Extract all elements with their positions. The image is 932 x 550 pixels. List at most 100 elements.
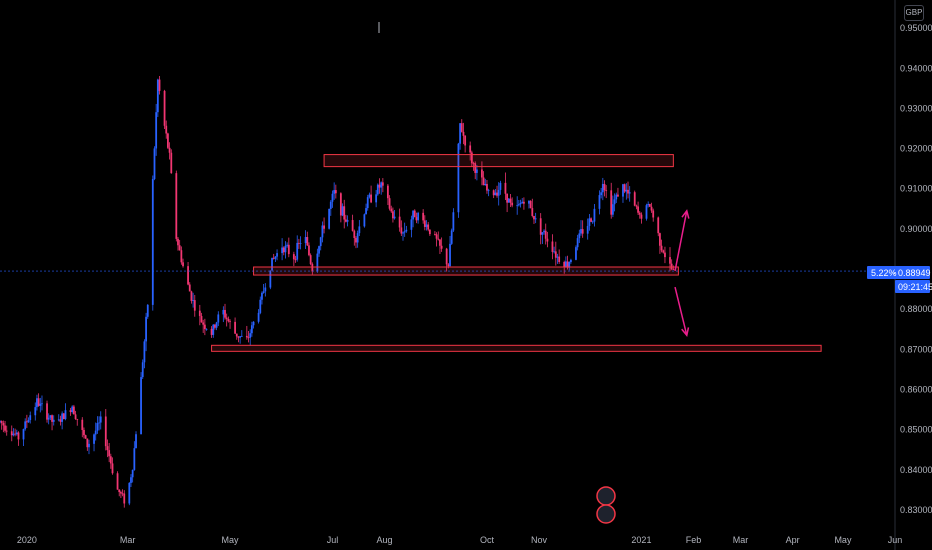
- candle-body: [519, 203, 522, 205]
- candle-body: [39, 403, 42, 406]
- candle-body: [392, 211, 394, 219]
- candle-body: [370, 194, 372, 203]
- candle-body: [323, 225, 325, 229]
- x-tick-label: 2020: [17, 535, 37, 545]
- zone-rectangle[interactable]: [323, 154, 674, 168]
- candle-body: [94, 430, 97, 435]
- candle-body: [235, 333, 238, 337]
- arrow-shaft[interactable]: [674, 210, 688, 272]
- candle-body: [135, 434, 137, 449]
- candle-body: [462, 131, 465, 136]
- candle-body: [178, 245, 181, 251]
- candle-body: [98, 422, 100, 424]
- candle-body: [576, 238, 579, 248]
- candle-body: [496, 192, 498, 196]
- candle-body: [365, 208, 367, 215]
- candle-body: [177, 238, 179, 246]
- event-icon-bottom[interactable]: [596, 504, 616, 524]
- candle-body: [551, 241, 554, 252]
- candle-body: [470, 152, 473, 164]
- candle-body: [544, 230, 547, 239]
- candle-body: [140, 377, 142, 435]
- candle-body: [412, 210, 414, 220]
- candle-body: [603, 183, 606, 191]
- candle-body: [29, 415, 32, 420]
- candle-body: [531, 208, 534, 216]
- candle-body: [104, 416, 107, 447]
- x-tick-label: Apr: [786, 535, 800, 545]
- x-tick-label: May: [222, 535, 240, 545]
- event-icons[interactable]: [596, 486, 616, 524]
- candle-body: [83, 429, 85, 436]
- candle-body: [558, 256, 561, 262]
- arrow-shaft[interactable]: [674, 286, 688, 336]
- candle-body: [261, 292, 263, 300]
- candle-body: [334, 190, 337, 194]
- candle-body: [413, 210, 416, 218]
- candle-body: [469, 145, 472, 153]
- candle-body: [106, 446, 109, 451]
- candle-body: [486, 183, 488, 191]
- candle-body: [86, 438, 89, 448]
- candle-body: [345, 219, 347, 222]
- candle-body: [198, 310, 201, 317]
- candle-body: [591, 221, 594, 223]
- candle-body: [203, 324, 206, 330]
- candle-body: [400, 227, 403, 234]
- candle-body: [341, 206, 344, 216]
- candle-body: [72, 406, 75, 415]
- candle-body: [274, 256, 277, 259]
- price-badge-separator: ·: [893, 268, 896, 278]
- candle-body: [487, 190, 490, 192]
- candle-body: [96, 423, 99, 431]
- candle-body: [311, 264, 314, 272]
- candle-body: [51, 415, 53, 422]
- candle-body: [71, 406, 74, 413]
- candle-body: [262, 291, 265, 293]
- candle-body: [556, 256, 559, 258]
- candle-body: [346, 220, 349, 222]
- candle-body: [504, 182, 507, 194]
- price-axis[interactable]: 0.95000 0.94000 0.93000 0.92000 0.91000 0.900…: [900, 23, 932, 515]
- countdown-badge-box: [895, 280, 930, 293]
- candle-body: [146, 304, 149, 317]
- candle-body: [109, 456, 112, 464]
- candle-body: [69, 410, 72, 413]
- candle-body: [499, 182, 502, 190]
- candle-body: [111, 463, 114, 474]
- candle-body: [222, 309, 225, 315]
- candle-body: [388, 198, 391, 209]
- candle-body: [563, 261, 566, 268]
- time-axis[interactable]: 2020 Mar May Jul Aug Oct Nov 2021 Feb Mar Apr May Ju…: [17, 535, 902, 545]
- candle-body: [402, 232, 404, 234]
- zone-rectangle[interactable]: [211, 344, 822, 352]
- candle-body: [329, 201, 332, 209]
- candle-body: [328, 208, 331, 229]
- candle-body: [84, 435, 87, 439]
- y-tick-label: 0.93000: [900, 103, 932, 113]
- price-badge: 5.22% · 0.88949 09:21:45: [867, 266, 932, 293]
- candle-body: [650, 206, 653, 211]
- candle-body: [133, 448, 136, 470]
- candle-body: [497, 189, 500, 196]
- candle-body: [375, 194, 378, 203]
- candle-body: [672, 269, 675, 270]
- x-tick-label: May: [834, 535, 852, 545]
- candle-body: [554, 251, 557, 258]
- candle-body: [0, 420, 3, 423]
- candle-body: [647, 204, 650, 206]
- projection-arrows[interactable]: [674, 209, 690, 337]
- y-tick-label: 0.86000: [900, 384, 932, 394]
- candle-body: [24, 421, 27, 430]
- currency-badge[interactable]: GBP: [904, 5, 924, 21]
- candle-body: [118, 489, 121, 493]
- candle-body: [187, 266, 189, 285]
- event-icon-top[interactable]: [596, 486, 616, 506]
- candle-body: [2, 422, 5, 426]
- candle-body: [507, 198, 510, 203]
- candle-body: [46, 403, 48, 420]
- candle-body: [405, 229, 408, 232]
- price-badge-percent: 5.22%: [871, 268, 897, 278]
- candle-body: [309, 255, 312, 265]
